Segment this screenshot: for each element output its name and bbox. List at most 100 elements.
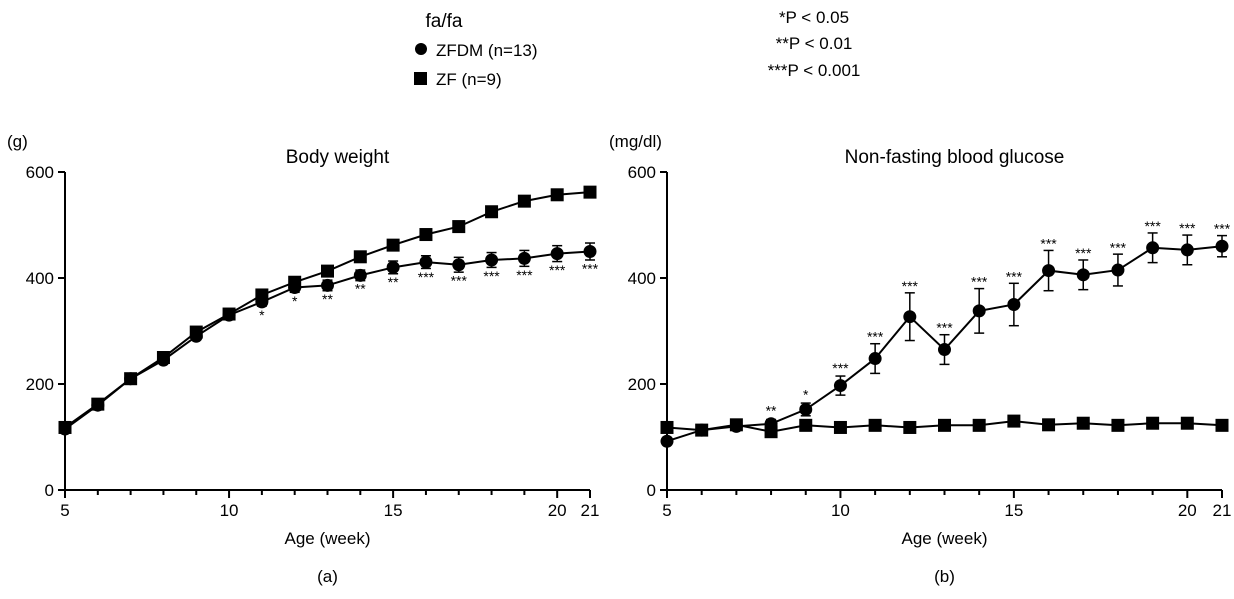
significance-label: ***: [1040, 236, 1057, 252]
sig-key-2: **P < 0.01: [776, 34, 853, 53]
data-point-square: [1042, 418, 1056, 432]
data-point-circle: [419, 255, 433, 269]
data-point-circle: [1042, 264, 1056, 278]
data-point-square: [764, 425, 778, 439]
data-point-square: [58, 420, 72, 434]
data-point-circle: [833, 379, 847, 393]
y-unit-label: (mg/dl): [609, 132, 662, 151]
data-point-square: [517, 194, 531, 208]
y-tick-label: 200: [628, 375, 656, 394]
data-point-square: [1146, 416, 1160, 430]
significance-key: *P < 0.05 **P < 0.01 ***P < 0.001: [768, 8, 861, 80]
significance-label: ***: [832, 360, 849, 376]
data-point-square: [353, 250, 367, 264]
significance-label: ***: [418, 269, 435, 285]
data-point-square: [1111, 418, 1125, 432]
panel-label: (b): [934, 567, 955, 586]
y-tick-label: 0: [45, 481, 54, 500]
data-point-square: [1007, 414, 1021, 428]
data-point-square: [452, 220, 466, 234]
data-point-square: [938, 418, 951, 432]
x-tick-label: 21: [581, 501, 600, 520]
data-point-square: [321, 264, 334, 278]
significance-label: ***: [867, 328, 884, 344]
x-tick-label: 5: [662, 501, 671, 520]
significance-label: ***: [1144, 218, 1161, 234]
legend-title: fa/fa: [426, 11, 463, 32]
chart-title: Body weight: [286, 147, 390, 168]
data-point-circle: [972, 304, 986, 318]
x-tick-label: 21: [1213, 501, 1232, 520]
x-tick-label: 15: [384, 501, 403, 520]
significance-label: *: [259, 307, 265, 323]
y-tick-label: 200: [26, 375, 54, 394]
significance-label: ***: [582, 260, 599, 276]
data-point-square: [189, 325, 203, 339]
chart-panel-a: 0 200 400 600 5 10 15 20 21 Body weight (g) Age (we…: [7, 132, 599, 586]
significance-label: **: [766, 403, 777, 419]
significance-label: ***: [902, 278, 919, 294]
data-point-square: [799, 418, 813, 432]
significance-label: **: [355, 281, 366, 297]
data-point-circle: [1146, 241, 1160, 255]
data-point-square: [485, 205, 499, 219]
data-point-square: [833, 420, 847, 434]
significance-label: ***: [549, 262, 566, 278]
data-point-square: [695, 423, 709, 437]
significance-label: ***: [451, 273, 468, 289]
series-line: [64, 250, 591, 430]
data-point-square: [729, 418, 743, 432]
y-tick-label: 400: [26, 269, 54, 288]
data-point-circle: [1076, 268, 1090, 282]
legend-square-marker: [414, 72, 427, 85]
data-point-circle: [485, 253, 499, 267]
y-tick-label: 0: [647, 481, 656, 500]
significance-label: ***: [1179, 220, 1196, 236]
data-point-circle: [550, 247, 564, 261]
significance-label: ***: [1110, 239, 1127, 255]
data-point-square: [1180, 416, 1194, 430]
legend-item-zf: ZF (n=9): [436, 70, 502, 89]
x-axis-label: Age (week): [902, 529, 988, 548]
significance-label: ***: [483, 268, 500, 284]
x-tick-label: 15: [1004, 501, 1023, 520]
significance-label: **: [388, 274, 399, 290]
data-point-square: [550, 188, 564, 202]
x-tick-label: 10: [220, 501, 239, 520]
data-point-circle: [660, 434, 674, 448]
data-point-square: [660, 420, 674, 434]
data-point-square: [903, 420, 917, 434]
series-zf: [58, 185, 597, 434]
series-zf: [660, 414, 1229, 439]
legend-circle-marker: [415, 43, 427, 55]
x-tick-label: 20: [548, 501, 567, 520]
data-point-circle: [1215, 239, 1229, 253]
data-point-circle: [1111, 263, 1125, 277]
chart-title: Non-fasting blood glucose: [845, 147, 1065, 168]
data-point-square: [91, 397, 105, 411]
y-tick-label: 600: [628, 163, 656, 182]
data-point-circle: [353, 268, 367, 282]
x-axis-label: Age (week): [285, 529, 371, 548]
significance-label: ***: [1006, 268, 1023, 284]
x-tick-label: 10: [831, 501, 850, 520]
data-point-square: [419, 228, 433, 242]
data-point-square: [156, 351, 170, 364]
series-line: [64, 191, 591, 429]
significance-label: ***: [971, 274, 988, 290]
x-tick-label: 20: [1178, 501, 1197, 520]
legend-item-zfdm: ZFDM (n=13): [436, 41, 538, 60]
data-point-circle: [799, 402, 813, 416]
data-point-square: [868, 418, 882, 432]
panel-label: (a): [317, 567, 338, 586]
data-point-circle: [903, 310, 917, 324]
data-point-square: [583, 185, 597, 199]
x-tick-label: 5: [60, 501, 69, 520]
data-point-circle: [583, 245, 597, 258]
legend: fa/fa ZFDM (n=13) ZF (n=9): [414, 11, 538, 89]
significance-label: ***: [1075, 245, 1092, 261]
significance-label: *: [292, 293, 298, 309]
data-point-circle: [452, 258, 466, 272]
significance-label: ***: [936, 319, 953, 335]
